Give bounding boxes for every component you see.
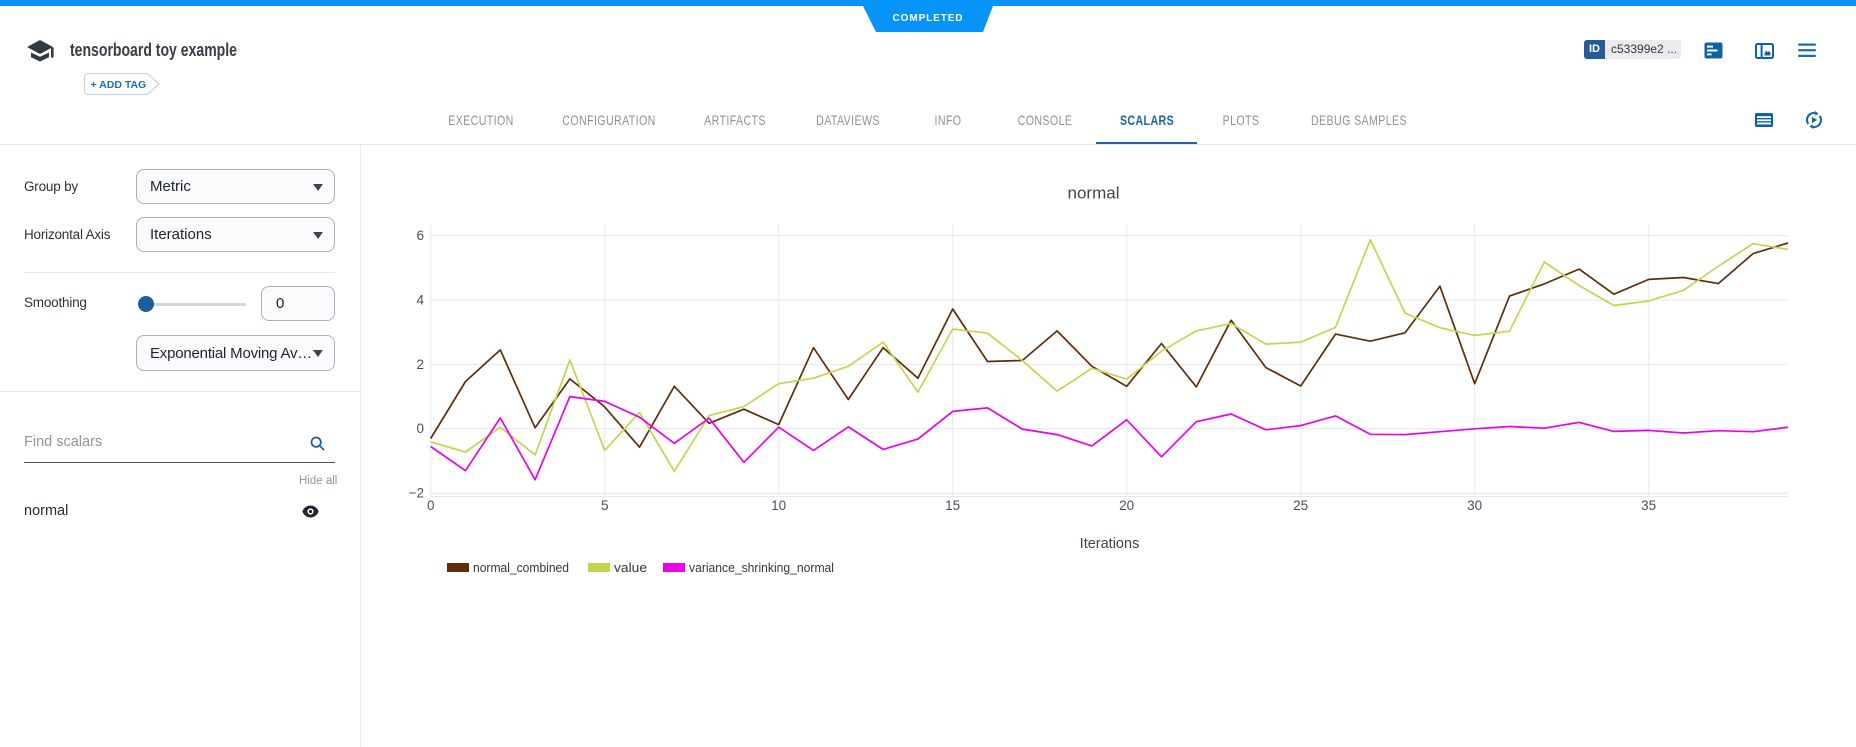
svg-text:6: 6	[416, 228, 424, 243]
svg-text:normal_combined: normal_combined	[473, 560, 569, 575]
svg-text:variance_shrinking_normal: variance_shrinking_normal	[689, 560, 834, 575]
svg-text:value: value	[614, 560, 647, 575]
svg-text:0: 0	[427, 498, 435, 513]
svg-text:0: 0	[416, 421, 424, 436]
svg-text:10: 10	[771, 498, 786, 513]
svg-text:normal: normal	[1068, 184, 1120, 203]
svg-text:2: 2	[416, 357, 424, 372]
svg-text:20: 20	[1119, 498, 1134, 513]
svg-text:30: 30	[1467, 498, 1482, 513]
svg-text:5: 5	[601, 498, 609, 513]
svg-text:25: 25	[1293, 498, 1308, 513]
svg-text:4: 4	[416, 292, 424, 307]
svg-text:Iterations: Iterations	[1080, 536, 1140, 552]
svg-text:−2: −2	[409, 486, 424, 501]
svg-text:15: 15	[945, 498, 960, 513]
svg-text:35: 35	[1641, 498, 1656, 513]
svg-text:+ ADD TAG: + ADD TAG	[91, 79, 147, 91]
